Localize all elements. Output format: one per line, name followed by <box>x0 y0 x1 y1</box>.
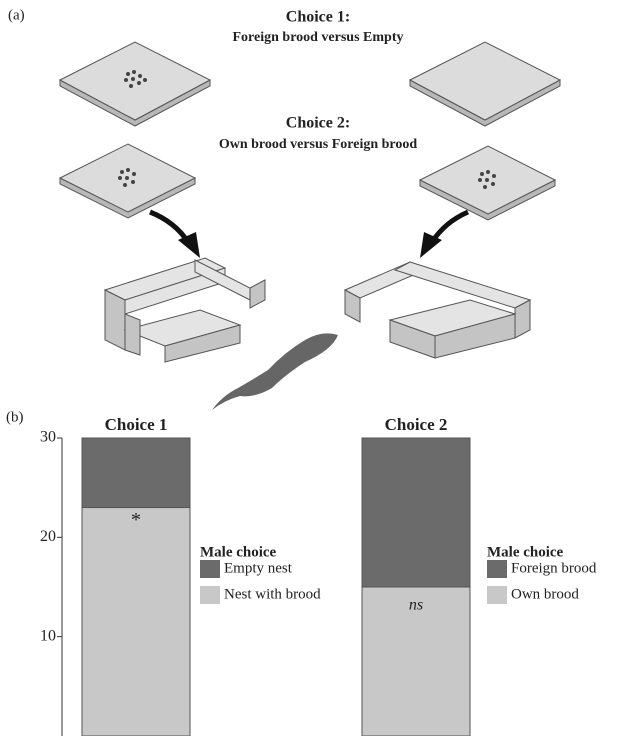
legend-label: Nest with brood <box>224 586 321 602</box>
tray <box>420 146 555 220</box>
chart-title: Choice 1 <box>105 415 168 434</box>
panel-b: Choice 1 10 20 30 * Male choice Nest with broo… <box>40 415 597 736</box>
choice-title: Choice 1: <box>286 9 350 26</box>
choice-subtitle: Own brood versus Foreign brood <box>219 137 418 152</box>
y-tick-label: 30 <box>40 429 56 446</box>
tray <box>60 42 210 126</box>
annotation: * <box>131 509 141 531</box>
nest <box>105 258 265 362</box>
figure: (a) Choice 1: Foreign brood versus Empty… <box>0 0 620 736</box>
legend-title: Male choice <box>487 544 564 560</box>
legend-swatch <box>200 586 220 604</box>
choice-subtitle: Foreign brood versus Empty <box>233 30 404 45</box>
panel-label: (a) <box>8 7 25 23</box>
annotation: ns <box>409 597 423 614</box>
y-tick-label: 20 <box>40 528 56 545</box>
legend-label: Own brood <box>511 586 579 602</box>
legend-label: Foreign brood <box>511 560 597 576</box>
legend-label: Empty nest <box>224 560 293 576</box>
panel-label: (b) <box>6 409 24 425</box>
legend-swatch <box>487 560 507 578</box>
chart-title: Choice 2 <box>385 415 448 434</box>
bar-segment <box>362 438 470 587</box>
arrow <box>150 212 468 242</box>
bar-segment <box>82 508 190 736</box>
choice-title: Choice 2: <box>286 115 350 132</box>
legend-swatch <box>200 560 220 578</box>
bar-segment <box>82 438 190 508</box>
nest <box>345 262 530 358</box>
y-tick-label: 10 <box>40 627 56 644</box>
panel-a: (a) Choice 1: Foreign brood versus Empty… <box>8 7 560 410</box>
legend-title: Male choice <box>200 544 277 560</box>
legend-swatch <box>487 586 507 604</box>
tray <box>410 42 560 126</box>
tray <box>60 144 195 218</box>
